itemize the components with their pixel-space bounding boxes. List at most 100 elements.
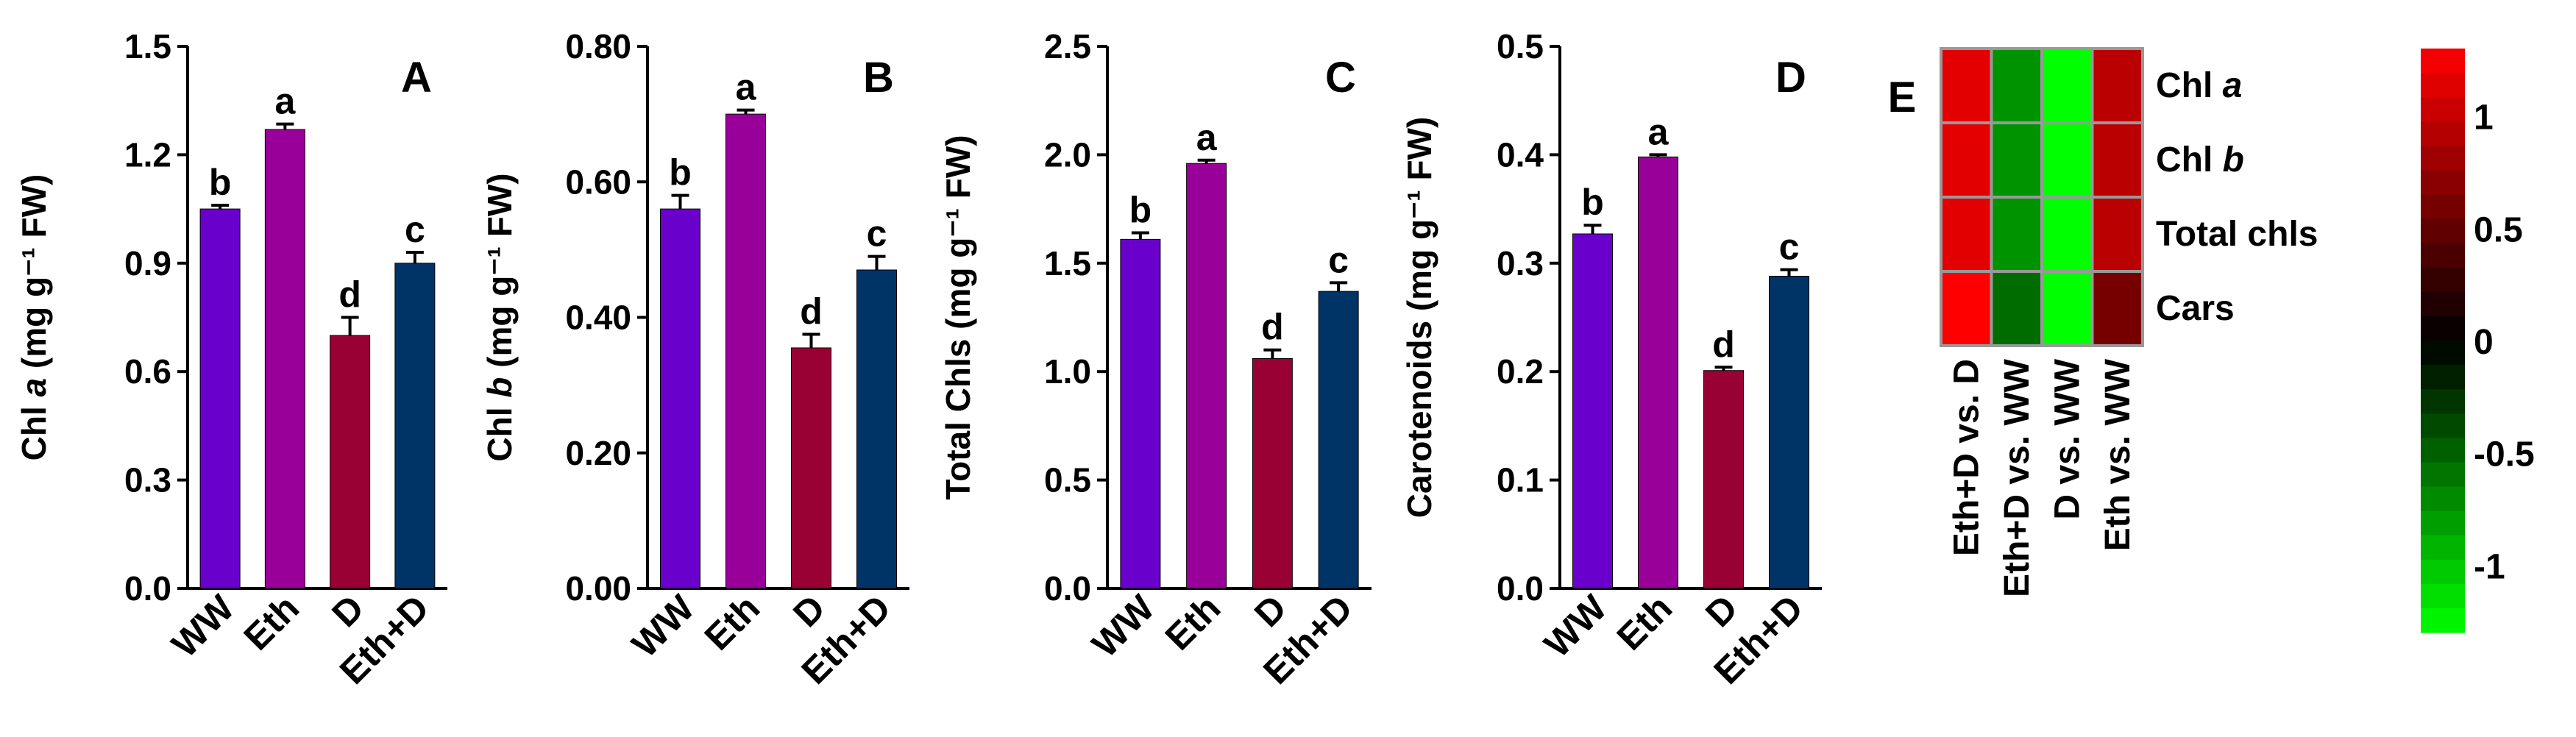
x-tick-label: D	[324, 587, 372, 635]
x-tick-label: WW	[164, 587, 243, 666]
significance-letter: a	[274, 81, 296, 122]
y-tick-label: 1.5	[124, 27, 171, 65]
color-scale-segment	[2421, 97, 2465, 122]
x-tick-label: D	[1246, 587, 1294, 635]
heatmap-row-label: Cars	[2156, 289, 2235, 328]
heatmap-column-label: Eth+D vs. WW	[1998, 358, 2037, 597]
panel-b-chart: 0.000.200.400.600.80bWWaEthdDcEth+DBChl …	[480, 27, 909, 692]
panel-d-chart: 0.00.10.20.30.40.5bWWaEthdDcEth+DDCarote…	[1400, 27, 1822, 692]
y-tick-label: 0.6	[124, 352, 171, 391]
significance-letter: d	[1712, 324, 1735, 365]
bar	[1638, 156, 1678, 589]
y-tick-label: 0.40	[565, 299, 631, 337]
heatmap-cell	[2040, 47, 2094, 124]
color-scale-tick-label: 0	[2474, 323, 2494, 362]
heatmap-column-label: D vs. WW	[2048, 358, 2087, 519]
x-tick-label: WW	[1084, 587, 1163, 666]
bar	[725, 113, 766, 589]
color-scale-segment	[2421, 365, 2465, 390]
significance-letter: b	[209, 162, 232, 203]
color-scale-segment	[2421, 194, 2465, 220]
y-tick-label: 0.4	[1497, 135, 1544, 174]
y-tick-label: 0.3	[1497, 244, 1544, 282]
color-scale-segment	[2421, 413, 2465, 438]
bar	[856, 269, 897, 589]
x-tick-label: WW	[624, 587, 703, 666]
significance-letter: a	[736, 67, 757, 108]
y-tick-label: 1.2	[124, 135, 171, 174]
significance-letter: c	[1328, 239, 1349, 280]
significance-letter: c	[405, 209, 425, 250]
bar	[791, 347, 831, 589]
panel-c-chart: 0.00.51.01.52.02.5bWWaEthdDcEth+DCTotal …	[939, 27, 1372, 692]
bar	[1120, 238, 1161, 589]
significance-letter: d	[800, 291, 823, 332]
y-axis-label: Chl a (mg g⁻¹ FW)	[15, 174, 53, 461]
bar	[199, 208, 241, 589]
y-tick-label: 1.5	[1044, 244, 1091, 282]
bar	[1186, 163, 1227, 589]
bar	[264, 129, 305, 589]
bar	[394, 263, 436, 589]
color-scale-tick-label: 1	[2474, 99, 2494, 138]
color-scale-segment	[2421, 389, 2465, 414]
heatmap-cell	[1940, 47, 1993, 124]
heatmap-column-label: Eth+D vs. D	[1947, 359, 1986, 556]
heatmap-row-label: Chl a	[2156, 66, 2242, 105]
heatmap-cell	[1990, 47, 2043, 124]
y-axis-label: Chl b (mg g⁻¹ FW)	[480, 173, 519, 461]
bar	[660, 208, 700, 589]
color-scale-segment	[2421, 486, 2465, 512]
heatmap-cell	[2090, 270, 2144, 347]
y-tick-label: 0.0	[1497, 569, 1544, 608]
heatmap-border	[1940, 47, 2144, 347]
color-scale-segment	[2421, 535, 2465, 560]
y-tick-label: 0.0	[1044, 569, 1091, 608]
heatmap-cell	[1990, 196, 2043, 273]
heatmap-cell	[2040, 270, 2094, 347]
color-scale-segment	[2421, 291, 2465, 317]
heatmap-cell	[1940, 121, 1993, 199]
y-tick-label: 0.00	[565, 569, 631, 608]
bar	[330, 335, 371, 589]
color-scale-segment	[2421, 462, 2465, 488]
y-tick-label: 0.60	[565, 163, 631, 201]
y-tick-label: 0.1	[1497, 461, 1544, 499]
heatmap-cell	[1940, 270, 1993, 347]
panel-label: A	[401, 54, 432, 102]
heatmap-cell	[1990, 270, 2043, 347]
heatmap-row-label: Total chls	[2156, 215, 2318, 254]
heatmap-cell	[2090, 196, 2144, 273]
x-tick-label: Eth	[1157, 587, 1229, 658]
heatmap-cell	[1990, 121, 2043, 199]
y-tick-label: 0.0	[124, 569, 171, 608]
color-scale-segment	[2421, 559, 2465, 585]
panel-label: D	[1775, 54, 1806, 102]
x-tick-label: Eth	[1609, 587, 1681, 658]
y-tick-label: 0.20	[565, 434, 631, 472]
y-tick-label: 0.5	[1497, 27, 1544, 65]
heatmap-cell	[2090, 47, 2144, 124]
panel-label: B	[863, 54, 894, 102]
heatmap-cell	[2090, 121, 2144, 199]
y-tick-label: 0.3	[124, 461, 171, 499]
color-scale-segment	[2421, 49, 2465, 74]
y-tick-label: 2.5	[1044, 27, 1091, 65]
x-tick-label: Eth	[236, 587, 308, 658]
x-tick-label: Eth	[697, 587, 768, 658]
bar	[1252, 358, 1293, 589]
significance-letter: b	[1581, 182, 1604, 223]
significance-letter: b	[669, 152, 692, 193]
color-scale-segment	[2421, 608, 2465, 633]
color-scale-segment	[2421, 267, 2465, 293]
y-tick-label: 0.5	[1044, 461, 1091, 499]
color-scale-tick-label: -1	[2474, 547, 2505, 586]
x-tick-label: D	[785, 587, 833, 635]
significance-letter: a	[1196, 117, 1218, 158]
color-scale-segment	[2421, 73, 2465, 98]
color-scale-segment	[2421, 121, 2465, 146]
significance-letter: a	[1648, 111, 1670, 152]
y-tick-label: 0.80	[565, 27, 631, 65]
